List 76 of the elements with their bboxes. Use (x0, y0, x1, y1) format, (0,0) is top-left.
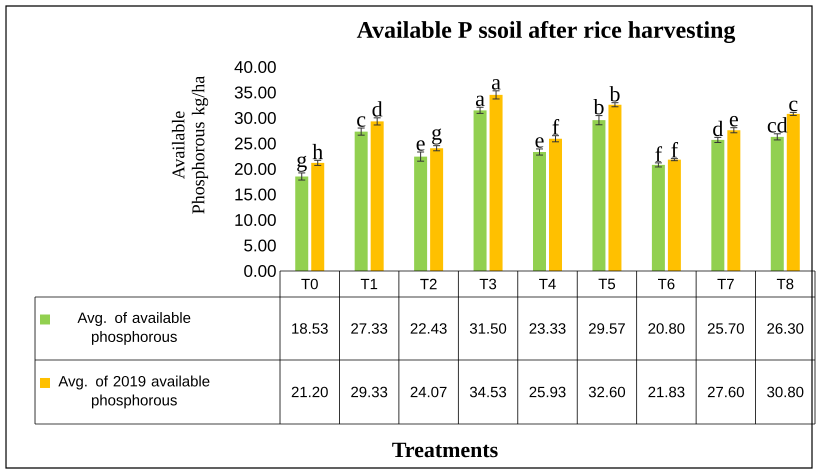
annotation: c (357, 116, 366, 127)
y-tick-label: 25.00 (234, 137, 276, 150)
x-tick-label: T0 (301, 278, 318, 290)
x-tick-label: T4 (539, 278, 556, 290)
data-label: 27.60 (708, 386, 744, 398)
y-tick-label: 10.00 (235, 214, 276, 226)
data-label: 25.93 (530, 386, 566, 398)
bar (370, 121, 384, 271)
bar (727, 130, 740, 271)
y-tick-label: 0.00 (244, 264, 276, 277)
data-label: 18.53 (292, 323, 328, 334)
bar (592, 120, 606, 271)
annotation: d (713, 120, 724, 136)
x-tick-label: T8 (776, 278, 794, 290)
annotation: b (609, 86, 620, 102)
annotation: f (671, 142, 678, 158)
annotation: a (476, 96, 485, 106)
bar (295, 176, 308, 271)
data-label: 29.57 (589, 323, 625, 334)
annotation: f (655, 146, 662, 162)
data-label: 26.30 (767, 323, 804, 334)
x-tick-label: T5 (598, 278, 616, 290)
x-tick-label: T7 (717, 278, 734, 290)
bar (786, 114, 800, 271)
data-label: 32.60 (588, 386, 626, 398)
data-label: 23.33 (530, 323, 566, 334)
bar (490, 94, 503, 271)
bar (533, 152, 546, 271)
x-tick-label: T6 (658, 278, 674, 290)
data-label: 34.53 (470, 386, 506, 398)
y-tick-label: 35.00 (234, 86, 276, 98)
bar (474, 110, 487, 271)
data-label: 22.43 (410, 323, 447, 334)
data-label: 29.33 (351, 386, 388, 398)
bar (711, 140, 724, 271)
bar (311, 162, 324, 271)
bar (770, 136, 784, 271)
data-label: 21.20 (292, 386, 328, 398)
y-tick-label: 20.00 (234, 162, 276, 175)
annotation: a (492, 79, 501, 90)
y-tick-label: 30.00 (234, 112, 276, 124)
bar (430, 148, 444, 271)
chart-title: Available P ssoil after rice harvesting (356, 20, 736, 44)
y-tick-label: 5.00 (244, 239, 276, 252)
legend-label: Avg. of 2019 available phosphorous (58, 376, 210, 408)
y-axis-title: Available Phosphorous kg/ha (172, 76, 208, 214)
annotation: e (416, 140, 425, 151)
annotation: f (552, 119, 560, 134)
annotation: h (312, 144, 323, 160)
data-label: 20.80 (648, 323, 684, 334)
y-tick-label: 15.00 (235, 188, 276, 200)
annotation: g (297, 156, 307, 172)
bar (608, 104, 622, 271)
x-tick-label: T3 (480, 278, 496, 290)
legend-label: Avg. of available phosphorous (77, 312, 190, 345)
bar (668, 160, 681, 271)
annotation: c (789, 100, 798, 112)
bar (354, 132, 368, 271)
data-label: 25.70 (708, 323, 744, 334)
annotation: e (536, 137, 544, 148)
data-label: 27.33 (351, 323, 388, 334)
annotation: d (372, 101, 382, 117)
data-label: 21.83 (648, 386, 684, 398)
annotation: g (432, 128, 442, 144)
bar (414, 156, 428, 271)
bar (652, 164, 665, 271)
x-tick-label: T2 (420, 278, 437, 290)
annotation: e (730, 116, 738, 126)
text: Treatments (392, 442, 498, 458)
bar (549, 138, 562, 271)
annotation: b (593, 98, 604, 114)
data-label: 30.80 (767, 386, 804, 398)
x-tick-label: T1 (360, 278, 378, 290)
data-label: 31.50 (470, 323, 506, 334)
data-label: 24.07 (410, 386, 447, 398)
y-tick-label: 40.00 (234, 60, 276, 73)
